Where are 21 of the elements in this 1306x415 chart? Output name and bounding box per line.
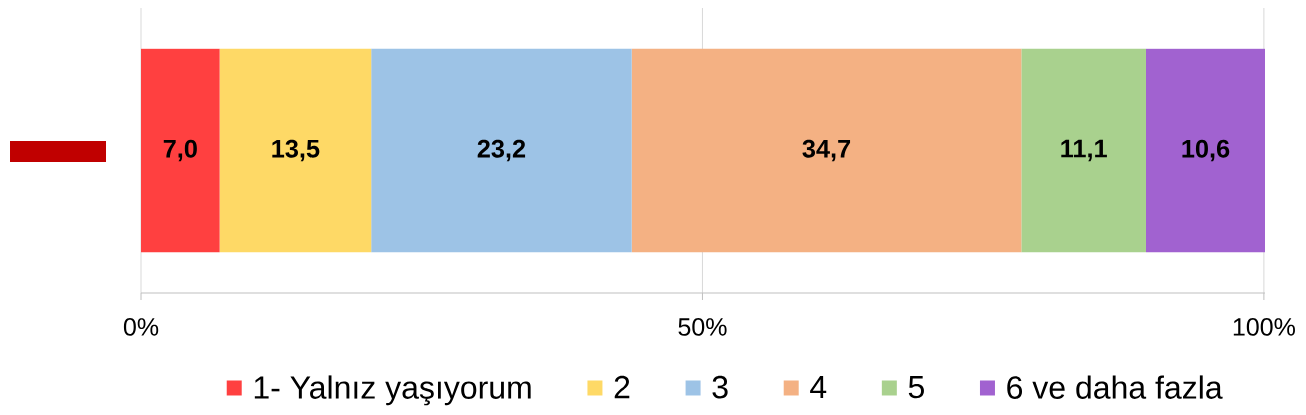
bar [141, 48, 220, 253]
legend-label: 6 ve daha fazla [1007, 375, 1223, 399]
data-label: 23,2 [477, 139, 526, 162]
bar [1145, 48, 1266, 253]
bar [219, 48, 372, 253]
data-label: 11,1 [1061, 139, 1107, 162]
x-tick-label: 0% [123, 318, 159, 336]
legend-label: 3 [712, 375, 728, 399]
legend-label: 4 [810, 375, 827, 398]
bar [371, 48, 632, 253]
bar [631, 48, 1022, 253]
legend-label: 1- Yalnız yaşıyorum [254, 375, 531, 406]
data-label: 10,6 [1182, 139, 1230, 162]
bar [1021, 48, 1146, 253]
x-tick-label: 100% [1233, 318, 1295, 336]
data-label: 13,5 [272, 139, 320, 162]
data-label: 7,0 [163, 139, 197, 162]
data-label: 34,7 [802, 139, 851, 162]
x-tick-label: 50% [678, 318, 727, 336]
legend-label: 5 [908, 375, 924, 399]
legend-label: 2 [614, 375, 630, 399]
